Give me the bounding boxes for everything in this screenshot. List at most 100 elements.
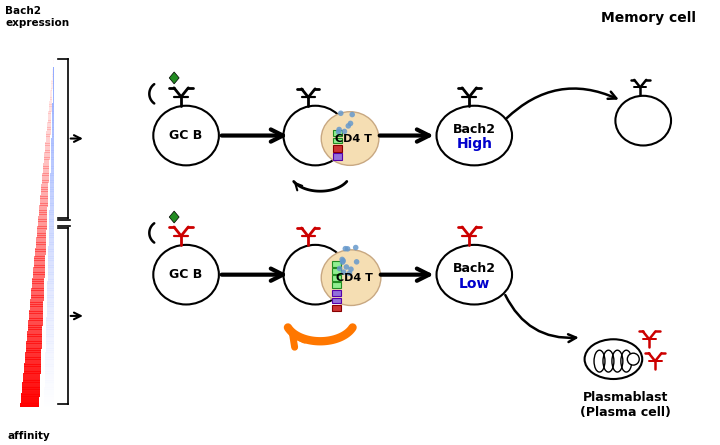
Bar: [47, 312, 54, 314]
Bar: [45, 359, 54, 361]
Bar: [48, 262, 54, 264]
Polygon shape: [169, 72, 179, 84]
Bar: [49, 219, 54, 222]
Bar: [50, 207, 54, 209]
Circle shape: [343, 264, 349, 270]
Bar: [32, 281, 45, 283]
Bar: [43, 163, 49, 165]
Bar: [53, 78, 54, 80]
Bar: [48, 285, 54, 287]
Bar: [50, 90, 53, 93]
Bar: [42, 184, 48, 186]
Bar: [38, 219, 47, 222]
Circle shape: [336, 129, 341, 135]
Bar: [40, 198, 48, 200]
Bar: [26, 345, 42, 347]
Bar: [47, 127, 51, 129]
Bar: [51, 80, 53, 82]
Bar: [30, 301, 43, 303]
Bar: [48, 253, 54, 255]
Bar: [52, 73, 53, 75]
Text: Bach2: Bach2: [453, 262, 496, 275]
Bar: [44, 405, 54, 407]
Circle shape: [345, 246, 351, 251]
Bar: [29, 317, 42, 319]
Bar: [43, 165, 49, 167]
Text: Bach2: Bach2: [453, 123, 496, 136]
Bar: [53, 96, 54, 98]
Bar: [50, 182, 54, 185]
Circle shape: [343, 246, 348, 251]
Bar: [52, 74, 53, 77]
Bar: [47, 125, 51, 128]
Bar: [48, 283, 54, 285]
Bar: [45, 350, 54, 352]
Bar: [35, 258, 45, 260]
Bar: [50, 214, 54, 216]
Bar: [45, 389, 54, 392]
Bar: [40, 203, 48, 206]
Bar: [28, 327, 42, 329]
Bar: [49, 227, 54, 229]
Polygon shape: [169, 211, 179, 223]
Bar: [48, 258, 54, 260]
Bar: [37, 235, 46, 238]
Bar: [46, 341, 54, 344]
Circle shape: [348, 121, 354, 126]
Bar: [332, 290, 341, 295]
Bar: [25, 350, 42, 352]
Bar: [24, 364, 41, 367]
Bar: [36, 241, 46, 243]
Bar: [45, 382, 54, 384]
Circle shape: [346, 123, 351, 129]
Bar: [50, 202, 54, 204]
Bar: [52, 118, 54, 121]
Bar: [23, 373, 40, 376]
Bar: [52, 129, 54, 131]
Bar: [50, 186, 54, 188]
Bar: [51, 85, 53, 87]
Ellipse shape: [153, 106, 219, 166]
Bar: [32, 285, 44, 287]
Bar: [51, 161, 54, 163]
Bar: [53, 87, 54, 89]
Bar: [44, 156, 50, 158]
Bar: [27, 332, 42, 335]
Bar: [26, 347, 42, 349]
Bar: [31, 294, 44, 296]
Bar: [45, 364, 54, 367]
Bar: [47, 313, 54, 316]
Bar: [52, 136, 54, 138]
Bar: [333, 146, 342, 153]
Bar: [46, 336, 54, 338]
Bar: [51, 140, 54, 142]
Bar: [51, 159, 54, 162]
Bar: [21, 400, 40, 402]
Bar: [50, 165, 54, 167]
Text: affinity: affinity: [7, 431, 50, 441]
Bar: [27, 334, 42, 336]
Bar: [48, 267, 54, 269]
Bar: [45, 345, 54, 347]
Text: High: High: [456, 138, 492, 151]
Bar: [46, 138, 50, 140]
Bar: [23, 375, 40, 377]
Bar: [48, 111, 51, 114]
Bar: [50, 87, 53, 89]
Bar: [45, 352, 54, 354]
Bar: [48, 255, 54, 257]
Ellipse shape: [321, 250, 381, 305]
Bar: [36, 244, 46, 247]
Bar: [51, 83, 53, 85]
Bar: [37, 230, 47, 232]
Bar: [46, 338, 54, 340]
Bar: [24, 368, 40, 370]
Bar: [48, 249, 54, 252]
Bar: [44, 396, 54, 398]
Bar: [49, 221, 54, 223]
Ellipse shape: [153, 245, 219, 304]
Bar: [30, 308, 43, 310]
Bar: [49, 103, 52, 105]
Bar: [48, 118, 51, 121]
Bar: [45, 348, 54, 351]
